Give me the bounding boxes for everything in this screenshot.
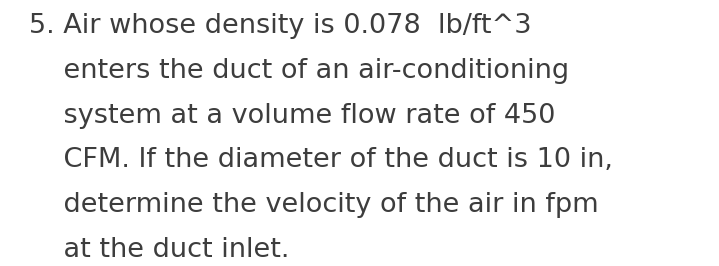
Text: enters the duct of an air-conditioning: enters the duct of an air-conditioning — [29, 58, 569, 84]
Text: 5. Air whose density is 0.078  lb/ft^3: 5. Air whose density is 0.078 lb/ft^3 — [29, 13, 531, 39]
Text: at the duct inlet.: at the duct inlet. — [29, 237, 289, 263]
Text: system at a volume flow rate of 450: system at a volume flow rate of 450 — [29, 103, 555, 129]
Text: CFM. If the diameter of the duct is 10 in,: CFM. If the diameter of the duct is 10 i… — [29, 147, 613, 173]
Text: determine the velocity of the air in fpm: determine the velocity of the air in fpm — [29, 192, 598, 218]
